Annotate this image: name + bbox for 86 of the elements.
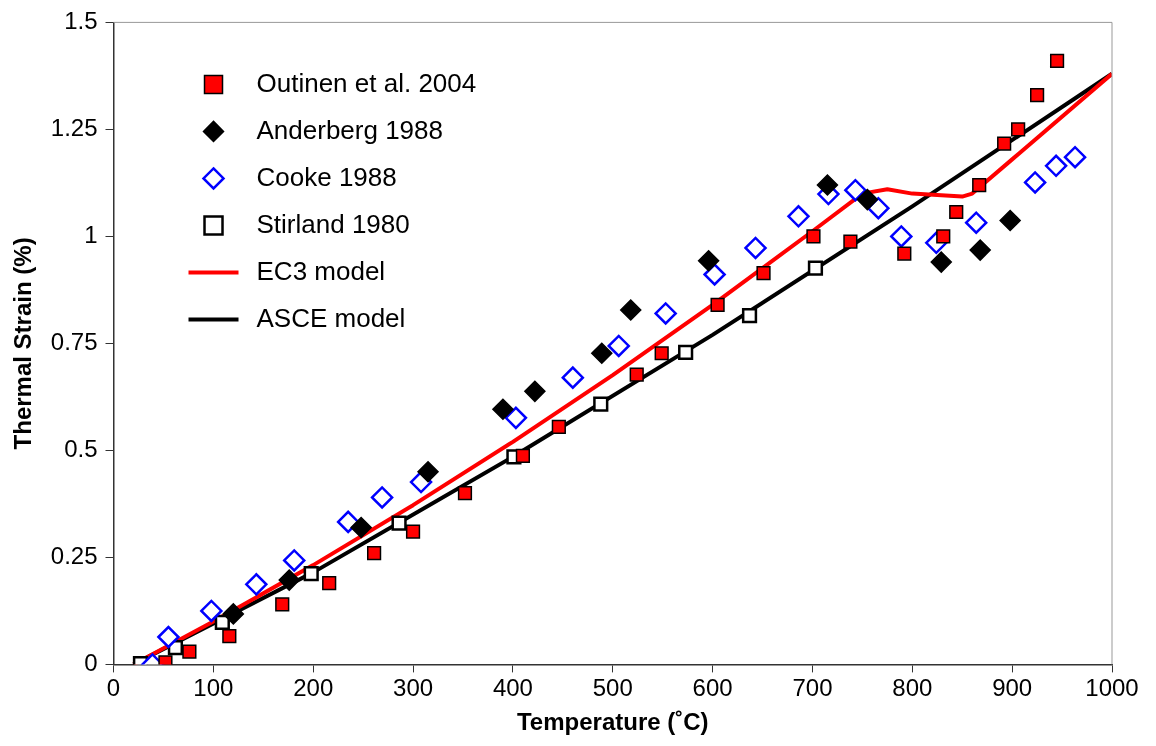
point [591,342,613,364]
legend-label: Stirland 1980 [256,208,410,239]
y-tick-label: 1 [84,221,98,249]
x-tick-label: 1000 [1085,674,1139,702]
legend-label: ASCE model [256,302,406,333]
point [1063,145,1087,169]
x-tick-label: 900 [992,674,1033,702]
y-axis-title: Thermal Strain (%) [9,237,37,450]
point [1030,88,1045,103]
point [561,366,585,389]
point [654,346,669,361]
point [890,225,913,248]
point [417,461,439,483]
point [278,569,300,591]
legend-label: Anderberg 1988 [256,114,443,145]
point [336,510,360,534]
point [969,239,991,261]
x-tick-label: 400 [492,674,533,702]
point [678,344,694,360]
point [492,398,514,421]
x-tick-label: 500 [592,674,633,702]
point [607,334,630,358]
point [744,236,767,260]
y-tick-label: 0.25 [50,542,98,570]
point [806,229,821,244]
point [222,603,245,625]
point [856,188,879,211]
point [930,251,953,273]
point [350,516,372,539]
point [787,205,810,228]
point [972,177,987,193]
point [524,380,546,403]
x-tick-label: 100 [193,674,234,702]
point [367,546,382,561]
x-tick-label: 0 [106,674,121,702]
y-tick-label: 1.25 [50,114,98,142]
x-axis-title: Temperature (˚C) [516,708,709,736]
x-tick-label: 800 [892,674,933,702]
point [741,307,758,324]
point [654,302,677,325]
point [405,524,421,539]
point [816,174,839,196]
point [515,448,531,464]
point [457,486,473,501]
legend-label: Cooke 1988 [256,161,397,192]
point [997,136,1012,151]
legend-label: Outinen et al. 2004 [256,67,477,98]
y-tick-label: 1.5 [64,7,98,35]
point [843,234,858,249]
point [897,246,912,261]
y-tick-label: 0.75 [50,328,98,356]
x-tick-label: 700 [792,674,833,702]
x-tick-label: 600 [692,674,733,702]
point [370,486,394,509]
point [222,629,237,644]
point [844,178,867,202]
point [629,367,644,382]
point [756,266,771,281]
x-tick-label: 300 [393,674,434,702]
y-tick-label: 0.5 [64,435,98,463]
point [245,573,268,596]
point [1011,122,1026,137]
y-tick-label: 0 [84,649,98,677]
point [949,204,964,220]
point [391,515,407,531]
point [999,209,1021,232]
point [1049,53,1065,69]
point [710,297,725,312]
point [182,644,197,659]
point [551,419,566,434]
point [157,625,180,649]
point [619,299,642,321]
point [964,211,988,234]
point [322,575,337,591]
point [1023,171,1047,194]
point [303,566,319,582]
point [275,597,290,612]
point [1044,154,1068,178]
point [504,406,528,430]
point [807,260,824,276]
point [697,250,720,272]
x-tick-label: 200 [293,674,334,702]
point [593,396,609,412]
point [200,599,223,623]
point [282,549,306,572]
legend-label: EC3 model [256,255,386,286]
